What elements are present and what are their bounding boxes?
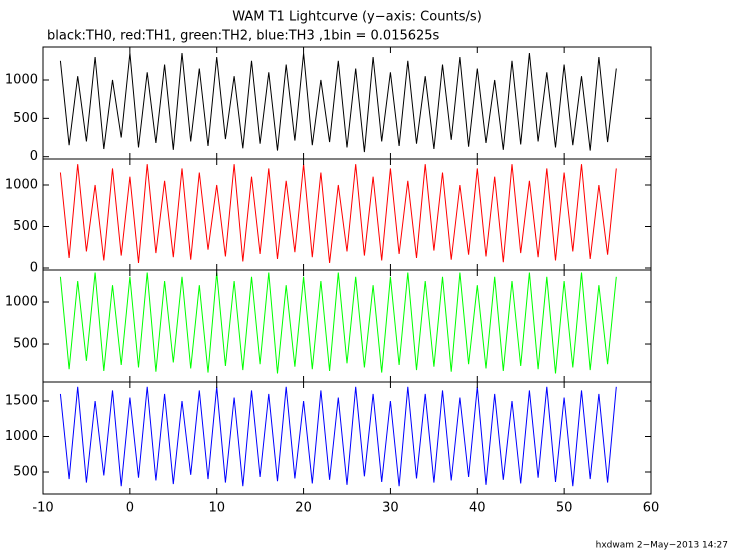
x-tick-label: 50 bbox=[556, 501, 573, 516]
x-tick-label: 60 bbox=[643, 501, 660, 516]
x-tick-label: -10 bbox=[32, 501, 53, 516]
y-tick-label: 1000 bbox=[5, 72, 38, 87]
y-tick-label: 1000 bbox=[5, 295, 38, 310]
panel-frame bbox=[42, 381, 652, 495]
x-tick-label: 40 bbox=[469, 501, 486, 516]
y-tick-label: 0 bbox=[30, 149, 38, 164]
x-tick-label: 30 bbox=[382, 501, 399, 516]
y-tick-label: 500 bbox=[13, 337, 38, 352]
y-tick-label: 500 bbox=[13, 219, 38, 234]
y-tick-label: 500 bbox=[13, 464, 38, 479]
light-curve bbox=[59, 164, 617, 264]
chart-title: WAM T1 Lightcurve (y−axis: Counts/s) bbox=[232, 10, 482, 25]
y-tick-label: 1000 bbox=[5, 177, 38, 192]
y-tick-label: 1500 bbox=[5, 394, 38, 409]
y-tick-label: 0 bbox=[30, 261, 38, 276]
x-tick-label: 20 bbox=[295, 501, 312, 516]
x-tick-label: 0 bbox=[126, 501, 134, 516]
y-tick-label: 500 bbox=[13, 111, 38, 126]
light-curve bbox=[59, 272, 617, 374]
y-tick-label: 1000 bbox=[5, 429, 38, 444]
light-curve bbox=[59, 53, 617, 153]
x-tick-label: 10 bbox=[208, 501, 225, 516]
chart-subtitle: black:TH0, red:TH1, green:TH2, blue:TH3 … bbox=[47, 29, 440, 44]
light-curve bbox=[59, 386, 617, 487]
footer: hxdwam 2−May−2013 14:27 bbox=[596, 541, 728, 551]
